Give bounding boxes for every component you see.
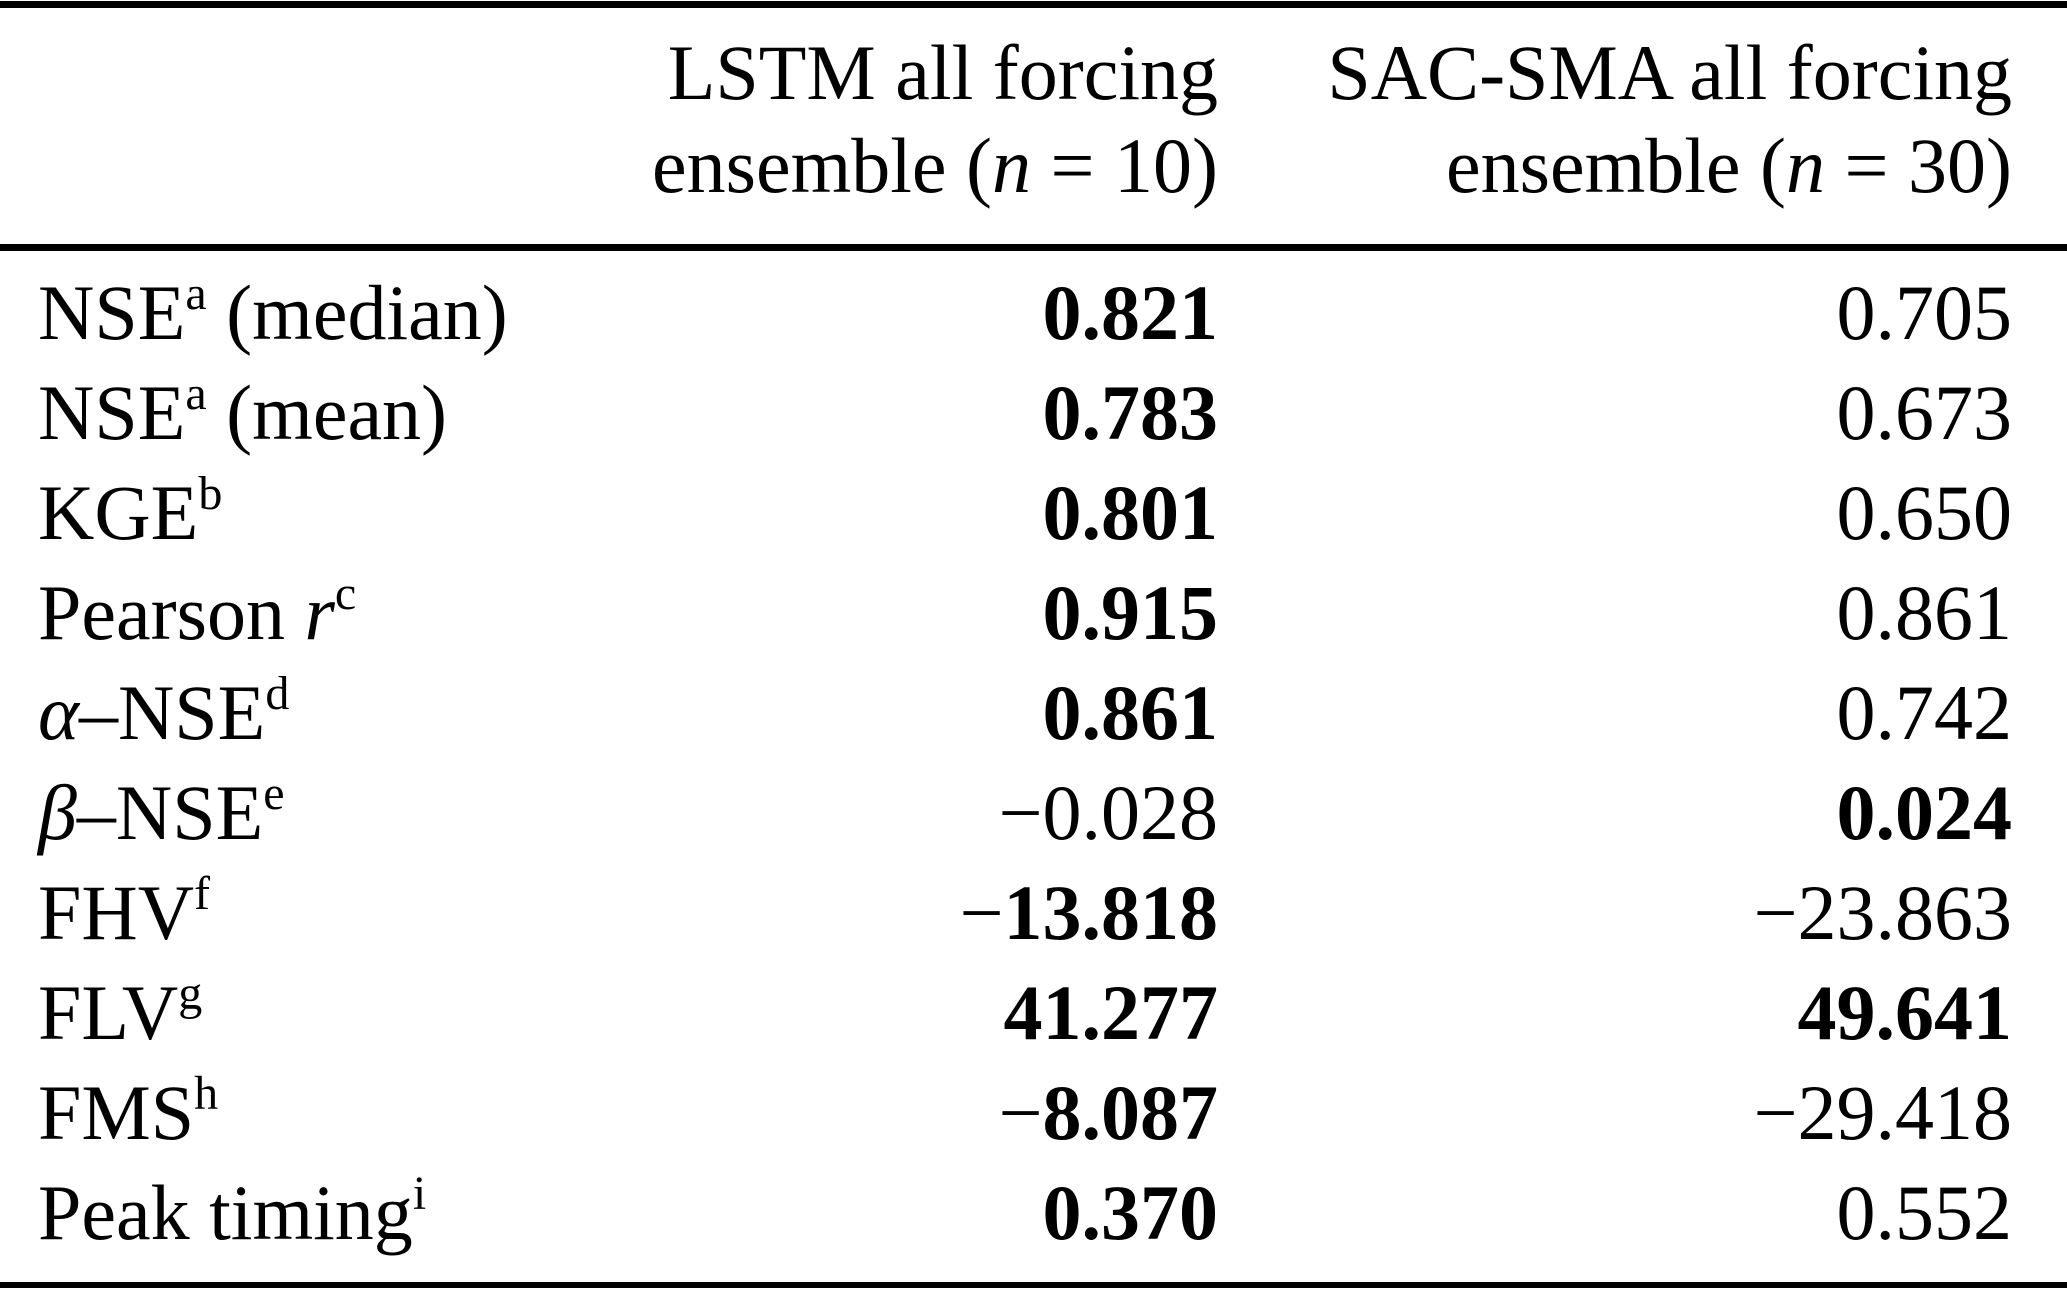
metric-name: –NSE xyxy=(78,669,266,756)
table-row: KGEb 0.801 0.650 xyxy=(0,463,2067,563)
value-sacsma: 0.552 xyxy=(1836,1169,2013,1256)
table-row: Peak timingi 0.370 0.552 xyxy=(0,1163,2067,1263)
table-row: β–NSEe −0.028 0.024 xyxy=(0,763,2067,863)
metric-name: Peak timing xyxy=(38,1169,413,1256)
metric-superscript: b xyxy=(198,467,223,520)
metric-superscript: f xyxy=(194,867,211,920)
sample-size-variable: n xyxy=(1786,122,1826,209)
metric-name: Pearson xyxy=(38,569,305,656)
column-header-lstm-line1: LSTM all forcing xyxy=(667,29,1218,116)
metric-superscript: d xyxy=(265,667,290,720)
value-sacsma: 0.650 xyxy=(1836,469,2013,556)
table-row: FHVf −13.818 −23.863 xyxy=(0,863,2067,963)
metric-qualifier: (mean) xyxy=(206,369,448,456)
table-rule-header-separator xyxy=(0,244,2067,251)
metric-name: FHV xyxy=(38,869,195,956)
value-sacsma: −23.863 xyxy=(1753,869,2013,956)
metric-label: Pearson rc xyxy=(38,570,356,652)
column-header-sacsma: SAC-SMA all forcing ensemble (n = 30) xyxy=(1327,26,2012,212)
metric-label: FHVf xyxy=(38,870,210,952)
value-sacsma: 0.861 xyxy=(1836,569,2013,656)
metric-name: –NSE xyxy=(76,769,264,856)
column-header-sacsma-line2: ensemble (n = 30) xyxy=(1446,122,2012,209)
column-header-lstm: LSTM all forcing ensemble (n = 10) xyxy=(652,26,1218,212)
value-digits: 8.087 xyxy=(1042,1069,1219,1156)
table-row: NSEa (mean) 0.783 0.673 xyxy=(0,363,2067,463)
metric-label: β–NSEe xyxy=(38,770,285,852)
table-rule-bottom xyxy=(0,1282,2067,1288)
metric-symbol: r xyxy=(304,569,335,656)
metric-label: FMSh xyxy=(38,1070,218,1152)
table-row: FMSh −8.087 −29.418 xyxy=(0,1063,2067,1163)
value-sacsma: 0.705 xyxy=(1836,269,2013,356)
value-digits: 13.818 xyxy=(1003,869,1219,956)
metric-symbol: α xyxy=(38,669,79,756)
metric-label: NSEa (median) xyxy=(38,270,508,352)
metric-symbol: β xyxy=(38,769,77,856)
metric-label: KGEb xyxy=(38,470,222,552)
sample-size-variable: n xyxy=(992,122,1032,209)
value-lstm: −0.028 xyxy=(998,769,1219,856)
value-sacsma: −29.418 xyxy=(1753,1069,2013,1156)
metric-label: α–NSEd xyxy=(38,670,289,752)
metric-name: FMS xyxy=(38,1069,195,1156)
metric-name: FLV xyxy=(38,969,179,1056)
metric-qualifier: (median) xyxy=(206,269,508,356)
value-sacsma: 0.024 xyxy=(1836,769,2013,856)
metric-label: NSEa (mean) xyxy=(38,370,447,452)
metric-superscript: i xyxy=(412,1167,427,1220)
metric-label: Peak timingi xyxy=(38,1170,426,1252)
value-lstm: 0.783 xyxy=(1042,369,1219,456)
metric-name: NSE xyxy=(38,369,186,456)
table-row: Pearson rc 0.915 0.861 xyxy=(0,563,2067,663)
metric-superscript: a xyxy=(185,267,207,320)
minus-sign: − xyxy=(959,869,1004,956)
minus-sign: − xyxy=(998,1069,1043,1156)
metric-label: FLVg xyxy=(38,970,202,1052)
metric-superscript: h xyxy=(194,1067,219,1120)
value-lstm: −13.818 xyxy=(960,874,1219,952)
metric-superscript: a xyxy=(185,367,207,420)
value-lstm: 41.277 xyxy=(1003,969,1219,1056)
value-lstm: 0.821 xyxy=(1042,269,1219,356)
value-lstm: 0.801 xyxy=(1042,469,1219,556)
value-sacsma: 0.742 xyxy=(1836,669,2013,756)
column-header-lstm-line2: ensemble (n = 10) xyxy=(652,122,1218,209)
metric-name: NSE xyxy=(38,269,186,356)
metric-superscript: e xyxy=(263,767,285,820)
value-lstm: 0.915 xyxy=(1042,569,1219,656)
metric-name: KGE xyxy=(38,469,199,556)
table-row: NSEa (median) 0.821 0.705 xyxy=(0,263,2067,363)
metric-superscript: c xyxy=(334,567,357,620)
table-row: α–NSEd 0.861 0.742 xyxy=(0,663,2067,763)
value-lstm: 0.370 xyxy=(1042,1169,1219,1256)
value-lstm: −8.087 xyxy=(999,1074,1219,1152)
table-rule-top xyxy=(0,1,2067,8)
table-body: NSEa (median) 0.821 0.705 NSEa (mean) 0.… xyxy=(0,253,2067,1263)
value-sacsma: 49.641 xyxy=(1797,969,2013,1056)
table-row: FLVg 41.277 49.641 xyxy=(0,963,2067,1063)
value-sacsma: 0.673 xyxy=(1836,369,2013,456)
value-lstm: 0.861 xyxy=(1042,669,1219,756)
metric-superscript: g xyxy=(178,967,203,1020)
column-header-sacsma-line1: SAC-SMA all forcing xyxy=(1327,29,2012,116)
